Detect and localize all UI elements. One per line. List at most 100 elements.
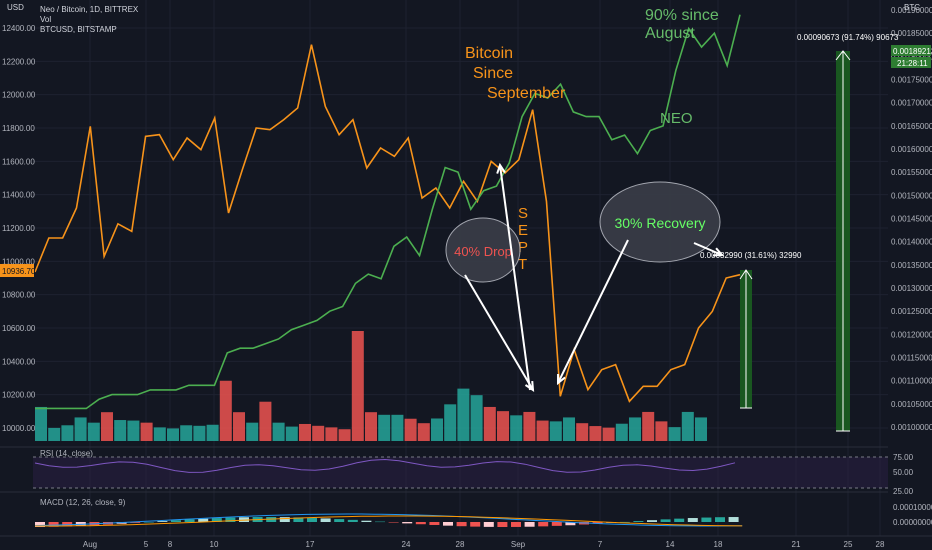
volume-bar	[444, 404, 457, 441]
x-axis-tick-label: 10	[210, 540, 219, 549]
arrow-to-neo-peak	[499, 164, 531, 391]
volume-bar	[48, 427, 61, 441]
macd-histogram-bar	[483, 522, 494, 527]
macd-histogram-bar	[660, 519, 671, 522]
drop-label: 40% Drop	[454, 244, 512, 259]
right-axis-tick-label: 0.00110000	[891, 377, 932, 386]
macd-histogram-bar	[511, 522, 521, 527]
right-axis-tick-label: 0.00190000	[891, 6, 932, 15]
macd-histogram-bar	[456, 522, 467, 527]
right-axis-tick-label: 0.00165000	[891, 122, 932, 131]
volume-bar	[563, 417, 575, 441]
volume-bar	[602, 427, 615, 441]
x-axis-tick-label: Sep	[511, 540, 526, 549]
range-top-label: 0.00090673 (91.74%) 90673	[797, 33, 899, 42]
volume-bar	[378, 414, 391, 441]
right-axis-tick-label: 0.00120000	[891, 330, 932, 339]
macd-histogram-bar	[388, 522, 399, 523]
macd-histogram-bar	[728, 517, 739, 522]
volume-bar	[180, 425, 193, 441]
right-axis-tick-label: 0.00150000	[891, 191, 932, 200]
drop-bubble	[445, 217, 521, 283]
macd-histogram-bar	[320, 518, 331, 522]
sept-letter: S	[518, 205, 528, 222]
volume-bar	[457, 388, 470, 441]
macd-histogram-bar	[524, 522, 535, 527]
macd-histogram-bar	[429, 522, 440, 525]
right-axis: 0.00100000 0.00105000 0.00110000 0.00115000…	[891, 6, 932, 432]
sept-letter: T	[518, 256, 527, 273]
x-axis-tick-label: 8	[168, 540, 173, 549]
volume-bar	[272, 422, 285, 441]
right-axis-unit: BTC	[904, 3, 920, 12]
macd-histogram-bar	[375, 521, 385, 523]
rsi-line	[34, 458, 736, 473]
left-axis-tick-label: 10800.00	[2, 291, 36, 300]
volume-bar	[417, 423, 430, 441]
right-axis-tick-label: 0.00170000	[891, 99, 932, 108]
macd-tick-label: 0.00000000	[893, 518, 932, 527]
arrow-recovery-low-head	[556, 373, 566, 386]
macd-histogram-bar	[35, 522, 45, 527]
right-axis-tick-label: 0.00105000	[891, 400, 932, 409]
volume-bar	[219, 380, 232, 441]
left-axis-tick-label: 10600.00	[2, 324, 36, 333]
macd-histogram-bar	[592, 522, 603, 524]
volume-bar	[391, 414, 404, 441]
volume-bar	[153, 427, 166, 441]
volume-bar	[470, 395, 483, 441]
sept-letter: E	[518, 222, 528, 239]
x-axis-tick-label: Aug	[83, 540, 97, 549]
macd-line	[34, 513, 743, 527]
macd-histogram-bar	[211, 518, 222, 522]
macd-histogram-bar	[497, 522, 508, 527]
x-axis-tick-label: 5	[144, 540, 149, 549]
x-axis-tick-label: 28	[876, 540, 885, 549]
rsi-label: RSI (14, close)	[40, 449, 93, 458]
volume-bar	[668, 427, 681, 441]
right-axis-tick-label: 0.00145000	[891, 215, 932, 224]
volume-bar	[642, 411, 655, 441]
arrow-to-neo-peak-head	[496, 162, 506, 174]
countdown-badge	[891, 57, 931, 68]
macd-tick-label: 0.00010000	[893, 503, 932, 512]
volume-bar	[206, 424, 219, 441]
volume-bar	[351, 331, 364, 441]
btc-legend[interactable]: BTCUSD, BITSTAMP	[40, 25, 117, 34]
sept-letter: P	[518, 239, 528, 256]
annotations: Bitcoin Since September 90% since August NEO S…	[445, 7, 899, 392]
volume-bar	[365, 412, 377, 441]
neo-since-label: 90% since August	[645, 7, 719, 42]
left-axis-tick-label: 10000.00	[2, 424, 36, 433]
volume-bar	[629, 417, 641, 441]
x-axis-tick-label: 17	[306, 540, 315, 549]
symbol-title[interactable]: Neo / Bitcoin, 1D, BITTREX	[40, 5, 139, 14]
price-lines	[34, 14, 741, 410]
bitcoin-since-label: Bitcoin Since September	[465, 45, 566, 102]
volume-bar	[246, 422, 259, 441]
volume-bar	[523, 411, 536, 441]
arrow-recovery-right	[693, 242, 723, 256]
x-axis-tick-label: 14	[666, 540, 675, 549]
btc-price-badge	[0, 264, 34, 277]
neo-btc-line	[35, 14, 741, 410]
volume-bar	[167, 428, 179, 441]
arrow-recovery-low	[557, 239, 629, 384]
vol-label[interactable]: Vol	[40, 15, 52, 24]
macd-histogram-bar	[701, 517, 712, 522]
macd-histogram-bar	[279, 517, 290, 522]
right-axis-tick-label: 0.00115000	[891, 354, 932, 363]
range-bar-large-arrow	[835, 50, 851, 61]
neo-price-badge-text: 0.00189213	[893, 47, 932, 56]
macd-histogram-bar	[307, 517, 317, 522]
volume-bar	[549, 421, 562, 441]
x-axis-tick-label: 7	[598, 540, 603, 549]
volume-bar	[140, 422, 153, 441]
macd-histogram-bar	[225, 517, 236, 522]
macd-histogram-bar	[470, 522, 481, 527]
x-axis-tick-label: 25	[844, 540, 853, 549]
left-axis-tick-label: 11000.00	[2, 257, 35, 266]
neo-label: NEO	[660, 110, 693, 127]
macd-histogram-bar	[538, 522, 549, 527]
